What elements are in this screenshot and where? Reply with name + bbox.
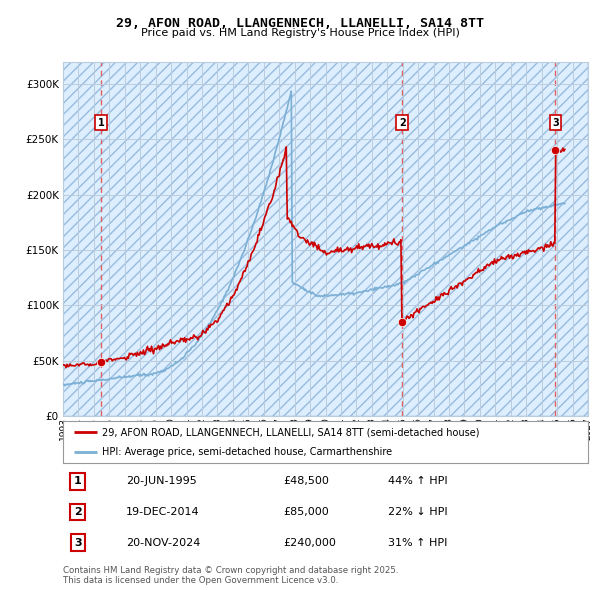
Text: 20-JUN-1995: 20-JUN-1995 — [126, 477, 197, 486]
Text: 2: 2 — [399, 118, 406, 128]
Text: Price paid vs. HM Land Registry's House Price Index (HPI): Price paid vs. HM Land Registry's House … — [140, 28, 460, 38]
Text: 19-DEC-2014: 19-DEC-2014 — [126, 507, 200, 517]
Text: 1: 1 — [98, 118, 104, 128]
Text: 20-NOV-2024: 20-NOV-2024 — [126, 538, 200, 548]
Text: 31% ↑ HPI: 31% ↑ HPI — [389, 538, 448, 548]
Text: 3: 3 — [552, 118, 559, 128]
Text: 2: 2 — [74, 507, 82, 517]
Text: 22% ↓ HPI: 22% ↓ HPI — [389, 507, 448, 517]
Text: HPI: Average price, semi-detached house, Carmarthenshire: HPI: Average price, semi-detached house,… — [103, 447, 392, 457]
Text: 44% ↑ HPI: 44% ↑ HPI — [389, 477, 448, 486]
Text: 29, AFON ROAD, LLANGENNECH, LLANELLI, SA14 8TT (semi-detached house): 29, AFON ROAD, LLANGENNECH, LLANELLI, SA… — [103, 427, 480, 437]
Text: £85,000: £85,000 — [284, 507, 329, 517]
Text: 29, AFON ROAD, LLANGENNECH, LLANELLI, SA14 8TT: 29, AFON ROAD, LLANGENNECH, LLANELLI, SA… — [116, 17, 484, 30]
Bar — [63, 62, 588, 416]
Text: Contains HM Land Registry data © Crown copyright and database right 2025.
This d: Contains HM Land Registry data © Crown c… — [63, 566, 398, 585]
Text: 1: 1 — [74, 477, 82, 486]
Text: 3: 3 — [74, 538, 82, 548]
Text: £48,500: £48,500 — [284, 477, 329, 486]
Text: £240,000: £240,000 — [284, 538, 337, 548]
